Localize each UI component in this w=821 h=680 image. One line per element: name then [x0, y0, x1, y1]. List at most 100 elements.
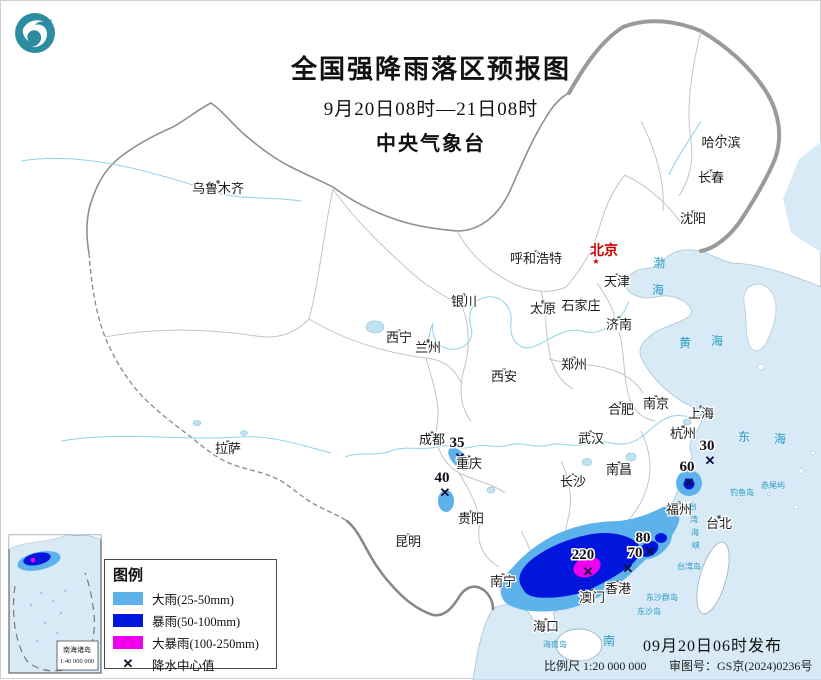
island-label: 峡	[692, 540, 700, 550]
national-border-layer	[86, 19, 782, 617]
sea-label: 南	[603, 633, 615, 648]
city-dot	[397, 329, 401, 333]
city-label: 海口	[533, 619, 559, 634]
legend-label: 暴雨(50-100mm)	[152, 614, 241, 629]
sea-label: 海	[652, 282, 664, 297]
rainstorm-area-zhejiang	[683, 478, 695, 490]
map-scale: 比例尺 1:20 000 000	[544, 659, 647, 673]
city-dot	[616, 580, 620, 584]
city-label: 昆明	[395, 534, 421, 549]
cma-logo	[11, 9, 59, 57]
legend-title: 图例	[113, 568, 144, 584]
china-border-west	[86, 102, 334, 254]
rain-center-x-icon: ✕	[440, 485, 451, 500]
city-label: 呼和浩特	[510, 251, 562, 266]
city-dot	[617, 461, 621, 465]
map-agency: 中央气象台	[376, 133, 486, 155]
city-label: 南宁	[490, 574, 516, 589]
city-label: 兰州	[415, 340, 441, 355]
island	[810, 450, 816, 456]
logo-dragon-head	[41, 16, 52, 24]
province-border-layer	[104, 30, 702, 586]
city-dot	[462, 293, 466, 297]
rain-center-value: 70	[628, 545, 643, 561]
heavy-rain-area-guizhou	[438, 490, 454, 512]
island-label: 海	[691, 527, 699, 537]
city-dot	[502, 368, 506, 372]
city-dot	[572, 356, 576, 360]
legend-x-icon: ✕	[122, 656, 134, 671]
city-label: 西宁	[386, 330, 412, 345]
korea-peninsula	[743, 283, 777, 352]
capital-label: 北京	[590, 242, 618, 259]
map-time-range: 9月20日08时—21日08时	[323, 99, 539, 120]
city-dot	[699, 405, 703, 409]
city-dot	[467, 455, 471, 459]
city-label: 银川	[451, 294, 477, 309]
city-dot	[430, 431, 434, 435]
china-yunnan-border	[345, 519, 495, 617]
city-dot	[226, 440, 230, 444]
city-dot	[426, 339, 430, 343]
city-dot	[469, 510, 473, 514]
legend-label: 大雨(25-50mm)	[152, 592, 234, 607]
city-dot	[719, 134, 723, 138]
legend-row: 大暴雨(100-250mm)	[113, 631, 270, 653]
taiwan-island	[696, 541, 730, 615]
title-block: 全国强降雨落区预报图 9月20日08时—21日08时 中央气象台	[251, 49, 611, 156]
city-label: 郑州	[561, 357, 587, 372]
rain-center-value: 30	[700, 438, 715, 454]
city-dot	[534, 250, 538, 254]
city-dot	[589, 430, 593, 434]
city-label: 杭州	[670, 426, 696, 441]
island-label: 台湾岛	[677, 561, 701, 571]
city-label: 西安	[491, 369, 517, 384]
city-label: 香港	[605, 581, 631, 596]
city-label: 太原	[530, 301, 556, 316]
legend-color-swatch	[113, 613, 143, 627]
city-label: 福州	[666, 502, 692, 517]
rain-center-value: 35	[450, 435, 465, 451]
china-russia-border	[567, 19, 782, 253]
city-label: 济南	[606, 317, 632, 332]
city-dot	[571, 473, 575, 477]
legend-color-swatch	[113, 635, 143, 649]
island-label: 东沙群岛	[646, 592, 678, 602]
inset-rainstorm	[23, 552, 51, 566]
rain-center-value: 80	[636, 530, 651, 546]
inset-coast	[8, 534, 102, 550]
city-label: 合肥	[608, 402, 634, 417]
city-label: 武汉	[578, 431, 604, 446]
city-dot	[590, 589, 594, 593]
city-label: 长沙	[560, 474, 586, 489]
city-dot	[544, 618, 548, 622]
rain-center-x-icon: ✕	[583, 564, 594, 579]
publish-time: 09月20日06时发布	[643, 638, 783, 655]
chiwei-islet	[767, 492, 771, 496]
inset-scale-box	[56, 640, 99, 671]
legend-label: 大暴雨(100-250mm)	[152, 636, 259, 651]
logo-dragon-swirl	[22, 20, 47, 48]
city-label: 南昌	[606, 462, 632, 477]
heavy-rain-area-chongqing	[448, 447, 470, 471]
sea-of-japan-corner	[783, 141, 821, 253]
city-dot	[617, 316, 621, 320]
rain-center-x-icon: ✕	[705, 453, 716, 468]
inset-scale: 1:40 000 000	[60, 658, 94, 665]
legend-row: 暴雨(50-100mm)	[113, 609, 270, 631]
rain-center-layer: 35✕40✕220✕80✕70✕60✕30✕	[433, 434, 716, 580]
capital-star-icon: ★	[592, 257, 599, 266]
sea-label: 渤	[653, 256, 665, 270]
city-label: 贵阳	[458, 511, 484, 526]
rain-center-x-icon: ✕	[623, 561, 634, 576]
city-label: 拉萨	[215, 441, 241, 456]
city-label: 天津	[604, 274, 630, 289]
island	[798, 468, 804, 474]
south-china-sea-inset: 南海诸岛 1:40 000 000	[8, 534, 102, 674]
city-dot	[691, 210, 695, 214]
city-dot	[541, 300, 545, 304]
city-label: 乌鲁木齐	[192, 181, 244, 196]
rain-center-value: 60	[680, 459, 695, 475]
